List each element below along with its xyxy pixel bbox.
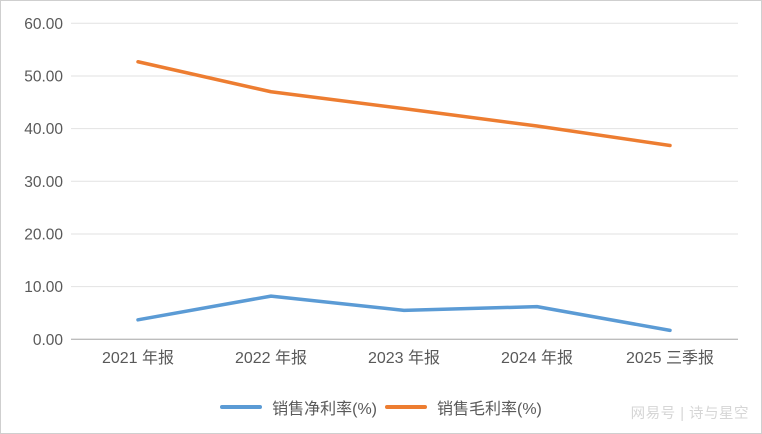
x-category-label: 2025 三季报 [626, 349, 714, 367]
legend-item: 销售毛利率(%) [385, 395, 542, 419]
legend-line-swatch [385, 405, 427, 409]
watermark: 网易号 | 诗与星空 [630, 406, 749, 422]
chart-legend: 销售净利率(%) 销售毛利率(%) [1, 395, 761, 419]
y-tick-label: 60.00 [24, 16, 63, 33]
legend-label: 销售毛利率(%) [437, 401, 542, 418]
y-tick-label: 10.00 [24, 279, 63, 296]
y-tick-label: 0.00 [33, 332, 64, 349]
x-category-label: 2024 年报 [501, 349, 573, 367]
y-tick-label: 50.00 [24, 68, 63, 85]
y-tick-label: 30.00 [24, 174, 63, 191]
y-tick-label: 40.00 [24, 121, 63, 138]
series-line [136, 59, 672, 148]
legend-line-swatch [220, 405, 263, 409]
x-category-label: 2022 年报 [235, 349, 307, 367]
legend-item: 销售净利率(%) [220, 395, 377, 419]
legend-label: 销售净利率(%) [272, 401, 377, 418]
series-line [136, 294, 672, 333]
x-category-label: 2023 年报 [368, 349, 440, 367]
x-category-label: 2021 年报 [102, 349, 174, 367]
y-tick-label: 20.00 [24, 226, 63, 243]
